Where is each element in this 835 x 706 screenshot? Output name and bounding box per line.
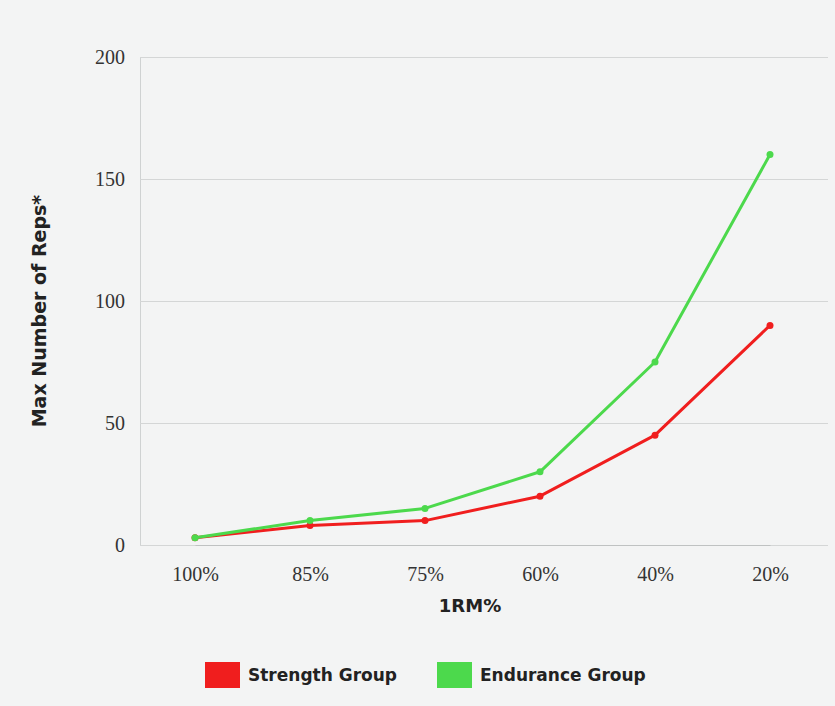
y-axis: 0 50 100 150 200 (95, 46, 828, 556)
x-tick-label: 75% (407, 563, 444, 585)
y-tick: 200 (95, 46, 828, 68)
grid-line (140, 423, 828, 424)
grid-line (140, 179, 828, 180)
x-tick-label: 100% (172, 563, 219, 585)
series-point (537, 468, 544, 475)
x-tick-label: 20% (752, 563, 789, 585)
legend-swatch (437, 662, 472, 688)
legend-swatch (205, 662, 240, 688)
series-point (192, 534, 199, 541)
x-tick: 85% (292, 545, 329, 585)
series-point (307, 517, 314, 524)
x-axis-line (196, 545, 771, 546)
x-tick-label: 60% (522, 563, 559, 585)
y-tick: 50 (105, 412, 828, 434)
series-point (192, 534, 199, 541)
y-tick-label: 150 (95, 168, 125, 190)
series-point (652, 359, 659, 366)
legend-item: Endurance Group (437, 662, 646, 688)
grid-line (140, 301, 828, 302)
y-tick-label: 200 (95, 46, 125, 68)
series-point (767, 151, 774, 158)
grid-line (140, 545, 828, 546)
legend-item: Strength Group (205, 662, 397, 688)
chart: 0 50 100 150 200 100% 85% 75% 60% 40% 20% 1RM% Max N… (0, 0, 835, 706)
plot-area (192, 151, 774, 541)
series-point (537, 493, 544, 500)
legend-label: Strength Group (248, 665, 397, 685)
y-tick-label: 0 (115, 534, 125, 556)
y-tick-label: 50 (105, 412, 125, 434)
grid-line (140, 57, 828, 58)
x-tick: 60% (522, 545, 559, 585)
y-tick: 0 (115, 534, 828, 556)
y-axis-title: Max Number of Reps* (28, 195, 50, 428)
x-tick: 40% (637, 545, 674, 585)
x-axis: 100% 85% 75% 60% 40% 20% (172, 545, 789, 585)
series-point (422, 505, 429, 512)
legend-label: Endurance Group (480, 665, 646, 685)
series-point (652, 432, 659, 439)
x-tick-label: 40% (637, 563, 674, 585)
x-tick-label: 85% (292, 563, 329, 585)
x-tick: 20% (752, 545, 789, 585)
x-axis-title: 1RM% (439, 595, 501, 616)
series-point (767, 322, 774, 329)
y-tick: 150 (95, 168, 828, 190)
y-tick-label: 100 (95, 290, 125, 312)
series-line (195, 325, 770, 537)
x-tick: 100% (172, 545, 219, 585)
legend: Strength Group Endurance Group (205, 662, 646, 688)
y-tick: 100 (95, 290, 828, 312)
series-point (422, 517, 429, 524)
x-tick: 75% (407, 545, 444, 585)
series-line (195, 155, 770, 538)
